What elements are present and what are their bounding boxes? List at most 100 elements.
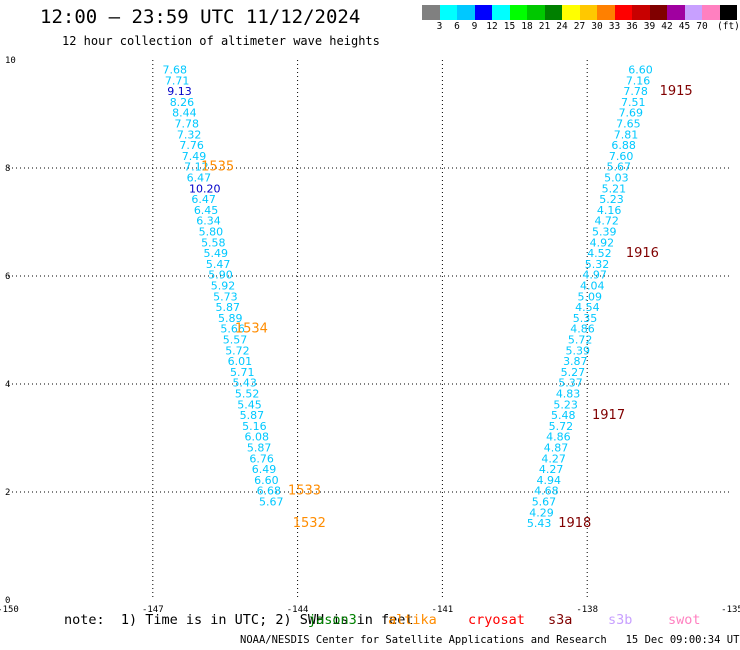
wave-height-value: 6.60 (254, 474, 279, 487)
wave-height-value: 3.87 (563, 355, 588, 368)
wave-height-value: 5.47 (206, 258, 231, 271)
color-swatch (492, 5, 510, 20)
color-swatch (632, 5, 650, 20)
wave-height-value: 5.39 (565, 344, 590, 357)
wave-height-value: 5.39 (592, 226, 617, 239)
wave-height-value: 7.78 (175, 118, 200, 131)
wave-height-value: 5.72 (568, 334, 593, 347)
wave-height-value: 6.08 (245, 431, 269, 444)
pass-time-label: 1918 (558, 516, 591, 531)
y-tick-label: 8 (5, 164, 10, 174)
color-bar-label: 45 (678, 21, 691, 32)
color-swatch (527, 5, 545, 20)
x-tick-label: -141 (432, 605, 454, 615)
satellite-legend-item: s3b (608, 612, 633, 628)
wave-height-value: 5.80 (199, 226, 224, 239)
wave-height-value: 4.94 (537, 474, 562, 487)
color-bar-label: 36 (626, 21, 638, 32)
x-tick-label: -144 (287, 605, 309, 615)
color-swatch (649, 5, 667, 20)
color-bar-label: 21 (538, 21, 551, 32)
map-subtitle: 12 hour collection of altimeter wave hei… (62, 34, 380, 48)
wave-height-value: 7.65 (616, 118, 641, 131)
wave-height-value: 5.72 (549, 420, 574, 433)
color-swatch (702, 5, 720, 20)
wave-height-value: 8.26 (170, 96, 195, 109)
y-tick-label: 10 (5, 56, 16, 66)
wave-height-value: 7.32 (177, 128, 202, 141)
color-swatch (579, 5, 597, 20)
wave-height-value: 5.73 (213, 290, 238, 303)
wave-height-value: 7.76 (179, 139, 204, 152)
color-bar-label: 24 (556, 21, 568, 32)
wave-height-value: 6.47 (187, 172, 212, 185)
wave-height-value: 4.52 (587, 247, 612, 260)
wave-height-value: 4.16 (597, 204, 622, 217)
y-tick-label: 0 (5, 596, 10, 606)
wave-height-value: 10.20 (189, 182, 221, 195)
color-swatch (474, 5, 492, 20)
wave-height-value: 5.48 (551, 409, 576, 422)
pass-time-label: 1916 (626, 246, 659, 261)
pass-time-label: 1533 (288, 484, 321, 499)
wave-height-value: 8.44 (172, 107, 197, 120)
wave-height-value: 6.01 (228, 355, 253, 368)
color-bar-label: 42 (661, 21, 673, 32)
wave-height-value: 7.49 (182, 150, 207, 163)
wave-height-value: 5.43 (527, 517, 552, 530)
color-swatch (509, 5, 527, 20)
wave-height-value: 5.67 (532, 496, 557, 509)
color-swatch (597, 5, 615, 20)
wave-height-value: 5.72 (225, 344, 250, 357)
color-bar-label: 39 (643, 21, 656, 32)
satellite-legend-item: swot (668, 612, 701, 628)
wave-height-value: 6.88 (611, 139, 636, 152)
wave-height-value: 5.16 (242, 420, 266, 433)
wave-height-value: 7.51 (621, 96, 646, 109)
wave-height-value: 6.60 (628, 64, 653, 77)
wave-height-value: 5.71 (230, 366, 255, 379)
satellite-legend-item: cryosat (468, 612, 525, 628)
wave-height-value: 5.27 (561, 366, 586, 379)
color-bar-label: 70 (696, 21, 708, 32)
wave-height-value: 4.54 (575, 301, 600, 314)
color-bar-label: 9 (471, 21, 478, 32)
wave-height-value: 7.81 (614, 128, 639, 141)
color-swatch (457, 5, 475, 20)
wave-height-value: 6.45 (194, 204, 219, 217)
color-swatch (439, 5, 457, 20)
wave-height-value: 5.43 (232, 377, 257, 390)
x-tick-label: -147 (142, 605, 164, 615)
color-swatch (562, 5, 580, 20)
wave-height-value: 7.71 (165, 74, 190, 87)
wave-height-value: 5.66 (220, 323, 245, 336)
wave-height-value: 6.68 (257, 485, 282, 498)
wave-height-value: 7.68 (162, 64, 187, 77)
wave-height-value: 4.87 (544, 442, 569, 455)
color-bar-label: 6 (454, 21, 460, 32)
wave-height-value: 4.86 (570, 323, 595, 336)
wave-height-value: 4.27 (539, 463, 564, 476)
color-bar-unit: (ft) (717, 21, 740, 32)
wave-height-value: 5.58 (201, 236, 226, 249)
satellite-legend-item: s3a (548, 612, 573, 628)
wave-height-value: 5.67 (259, 496, 284, 509)
wave-height-value: 6.47 (191, 193, 216, 206)
color-swatch (422, 5, 440, 20)
wave-height-value: 7.69 (619, 107, 644, 120)
color-bar-label: 33 (608, 21, 621, 32)
wave-height-value: 4.92 (590, 236, 615, 249)
color-bar-label: 15 (503, 21, 516, 32)
y-tick-label: 6 (5, 272, 10, 282)
color-bar-label: 3 (436, 21, 443, 32)
color-swatch (684, 5, 702, 20)
wave-height-value: 5.87 (247, 442, 271, 455)
color-swatch (719, 5, 737, 20)
satellite-legend-item: altika (388, 612, 437, 628)
wave-height-value: 5.87 (240, 409, 265, 422)
footnote: note: 1) Time is in UTC; 2) SWH is in fe… (64, 612, 414, 628)
color-swatch (667, 5, 685, 20)
y-tick-label: 4 (5, 380, 10, 390)
wave-height-value: 5.23 (553, 398, 578, 411)
